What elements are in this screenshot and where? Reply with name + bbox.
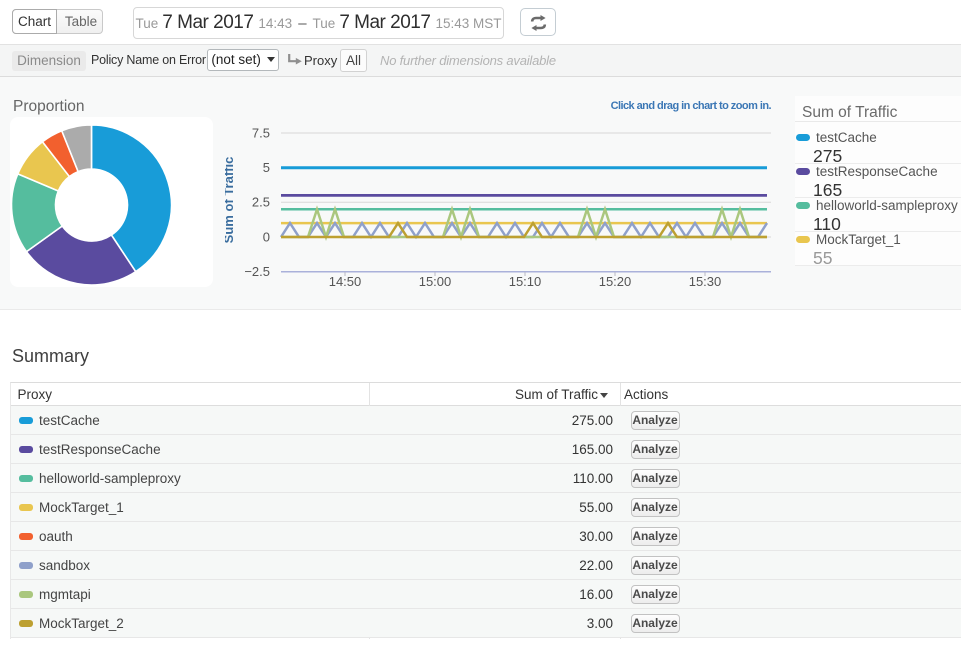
svg-text:0: 0	[263, 230, 270, 245]
svg-text:15:00: 15:00	[419, 274, 452, 289]
svg-text:14:50: 14:50	[329, 274, 362, 289]
svg-text:Sum of Traffic: Sum of Traffic	[225, 157, 236, 244]
svg-text:15:20: 15:20	[599, 274, 632, 289]
svg-text:5: 5	[263, 160, 270, 175]
svg-text:2.5: 2.5	[252, 195, 270, 210]
svg-text:Click and drag in chart to zoo: Click and drag in chart to zoom in.	[611, 100, 772, 112]
svg-text:−2.5: −2.5	[244, 264, 270, 279]
svg-text:15:30: 15:30	[689, 274, 722, 289]
svg-text:15:10: 15:10	[509, 274, 542, 289]
svg-text:7.5: 7.5	[252, 126, 270, 141]
